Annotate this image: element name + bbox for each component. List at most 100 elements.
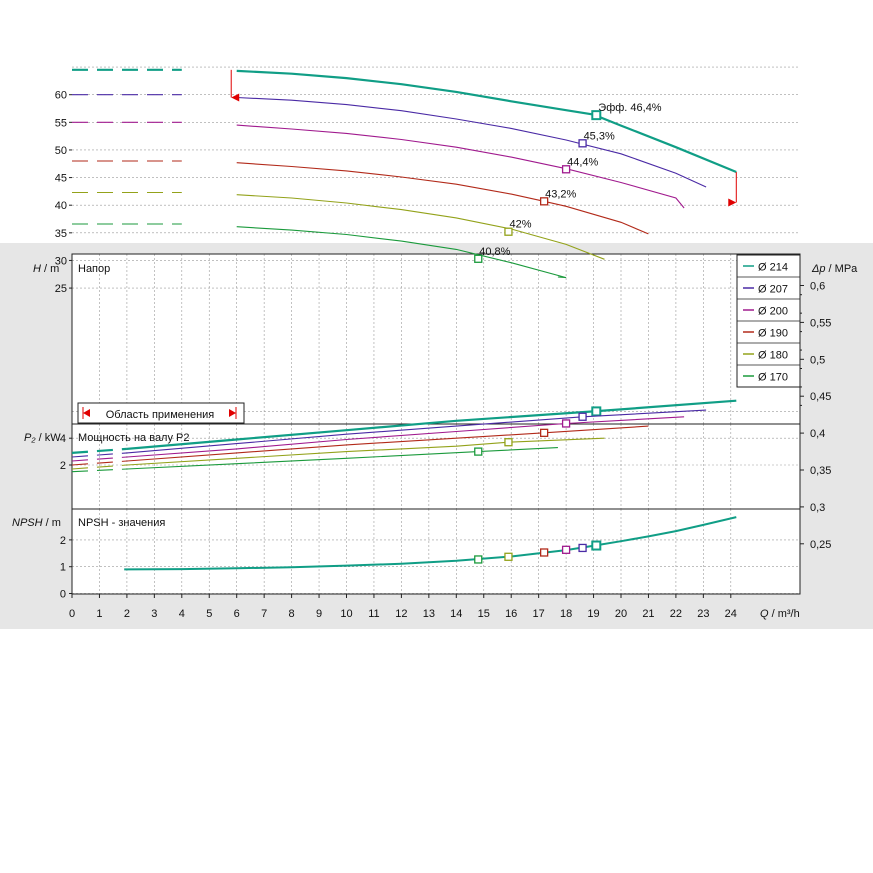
- y-tick-label-head: 55: [55, 117, 67, 129]
- legend-entry-180: Ø 180: [758, 350, 788, 362]
- npsh-marker: [539, 548, 549, 557]
- x-tick-label: 21: [642, 608, 654, 620]
- legend-entry-207: Ø 207: [758, 284, 788, 296]
- power-curve-170-dashed: [71, 468, 127, 473]
- head-curve-200: [236, 124, 685, 209]
- eff-label-200: 44,4%: [567, 156, 598, 168]
- power-curve-214: [126, 399, 737, 450]
- eff-marker-180: [504, 227, 513, 236]
- eff-label-180: 42%: [509, 219, 531, 231]
- power-curve-170: [126, 447, 558, 470]
- power-eff-marker-180: [504, 438, 513, 447]
- panel-title-head: Напор: [78, 263, 110, 275]
- npsh-marker: [591, 540, 602, 551]
- app-range-min-arrow: [231, 93, 240, 102]
- y2-tick-label: 0,4: [810, 428, 825, 440]
- legend-entry-214: Ø 214: [758, 262, 788, 274]
- head-curve-180: [236, 194, 605, 260]
- x-tick-label: 22: [670, 608, 682, 620]
- y-tick-label-power: 4: [60, 433, 66, 445]
- y-tick-label-head: 45: [55, 173, 67, 185]
- y2-tick-label: 0,45: [810, 391, 831, 403]
- y2-tick-label: 0,25: [810, 539, 831, 551]
- x-tick-label: 12: [395, 608, 407, 620]
- y2-axis-label: Δp / MPa: [811, 263, 858, 275]
- npsh-marker: [504, 552, 513, 561]
- x-tick-label: 0: [69, 608, 75, 620]
- eff-marker-214: [591, 110, 602, 121]
- panel-title-npsh: NPSH - значения: [78, 517, 165, 529]
- npsh-marker: [561, 545, 571, 554]
- npsh-marker: [578, 543, 587, 553]
- eff-marker-190: [539, 197, 549, 206]
- legend-entry-170: Ø 170: [758, 372, 788, 384]
- power-curve-180-dashed: [71, 464, 127, 470]
- y-axis-label-npsh: NPSH / m: [12, 517, 61, 529]
- power-eff-marker-207: [578, 412, 587, 421]
- x-tick-label: 11: [368, 608, 379, 620]
- power-curve-207-dashed: [71, 452, 127, 458]
- x-tick-label: 10: [340, 608, 352, 620]
- x-tick-label: 9: [316, 608, 322, 620]
- x-tick-label: 20: [615, 608, 627, 620]
- y2-tick-label: 0,55: [810, 317, 831, 329]
- x-tick-label: 18: [560, 608, 572, 620]
- y2-tick-label: 0,35: [810, 465, 831, 477]
- x-tick-label: 15: [478, 608, 490, 620]
- y-axis-label-power: P₂ / kW: [24, 432, 61, 444]
- eff-label-190: 43,2%: [545, 188, 576, 200]
- power-curve-214-dashed: [71, 447, 127, 454]
- power-curve-200: [126, 416, 685, 458]
- x-tick-label: 6: [234, 608, 240, 620]
- head-curve-207: [236, 96, 707, 188]
- y2-tick-label: 0,5: [810, 354, 825, 366]
- power-curve-200-dashed: [71, 456, 127, 462]
- y-tick-label-head: 35: [55, 228, 67, 240]
- legend-entry-200: Ø 200: [758, 306, 788, 318]
- y-tick-label-head: 60: [55, 90, 67, 102]
- x-tick-label: 13: [423, 608, 435, 620]
- app-range-box: [77, 402, 245, 424]
- y-tick-label-npsh: 0: [60, 589, 66, 601]
- eff-marker-170: [474, 254, 483, 263]
- power-curve-180: [126, 437, 605, 466]
- power-curve-207: [126, 409, 707, 454]
- app-range-label: Область применения: [106, 409, 215, 421]
- y-tick-label-head: 40: [55, 200, 67, 212]
- y-tick-label-head: 25: [55, 283, 67, 295]
- y2-tick-label: 0,3: [810, 502, 825, 514]
- legend-entry-190: Ø 190: [758, 328, 788, 340]
- x-tick-label: 5: [206, 608, 212, 620]
- power-eff-marker-200: [561, 419, 571, 428]
- x-tick-label: 17: [533, 608, 545, 620]
- y-tick-label-power: 2: [60, 460, 66, 472]
- power-eff-marker-170: [474, 447, 483, 456]
- x-tick-label: 2: [124, 608, 130, 620]
- npsh-marker: [474, 555, 483, 564]
- x-tick-label: 3: [151, 608, 157, 620]
- head-curve-190: [236, 162, 649, 235]
- app-range-max-arrow: [728, 198, 737, 207]
- power-eff-marker-214: [591, 406, 602, 417]
- y-tick-label-head: 50: [55, 145, 67, 157]
- panel-frame-3: [71, 508, 801, 595]
- x-tick-label: 16: [505, 608, 517, 620]
- panel-title-power: Мощность на валу P2: [78, 432, 190, 444]
- x-tick-label: 19: [587, 608, 599, 620]
- x-tick-label: 8: [289, 608, 295, 620]
- power-curve-190-dashed: [71, 460, 127, 466]
- head-curve-214: [236, 69, 737, 174]
- eff-label-170: 40,8%: [479, 246, 510, 258]
- eff-label-214: Эфф. 46,4%: [598, 102, 662, 114]
- y-tick-label-npsh: 2: [60, 535, 66, 547]
- x-tick-label: 4: [179, 608, 185, 620]
- y-tick-label-npsh: 1: [60, 562, 66, 574]
- power-curve-190: [126, 425, 649, 462]
- y-axis-label-head: H / m: [33, 263, 59, 275]
- x-tick-label: 14: [450, 608, 462, 620]
- y2-tick-label: 0,6: [810, 281, 825, 293]
- x-tick-label: 7: [261, 608, 267, 620]
- x-tick-label: 1: [96, 608, 102, 620]
- x-tick-label: 24: [725, 608, 737, 620]
